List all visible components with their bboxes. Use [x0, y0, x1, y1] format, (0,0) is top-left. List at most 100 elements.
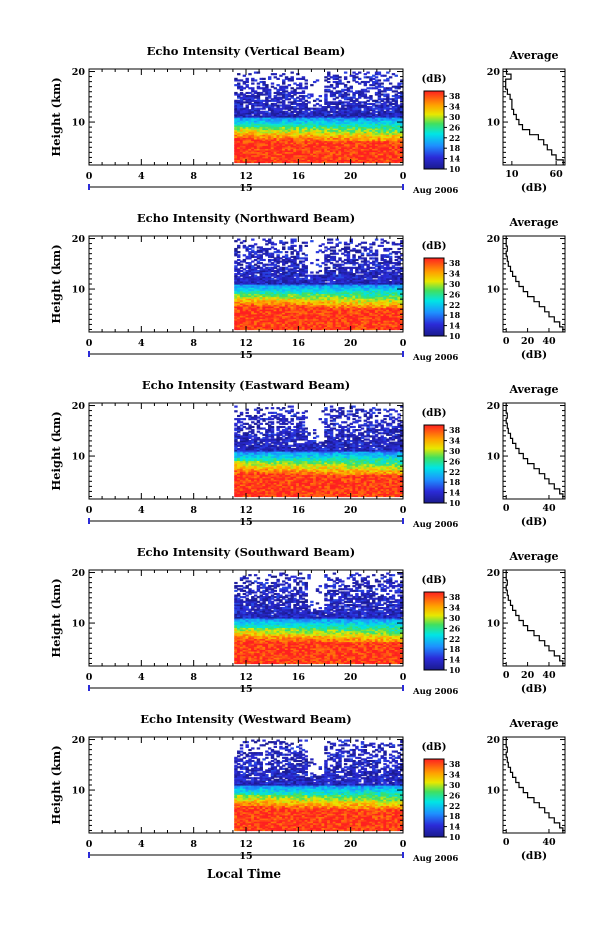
heatmap-cell — [253, 113, 258, 117]
heatmap-cell — [293, 137, 297, 140]
heatmap-cell — [282, 305, 286, 309]
heatmap-cell — [338, 101, 342, 104]
heatmap-cell — [327, 315, 331, 318]
heatmap-cell — [259, 124, 263, 128]
heatmap-cell — [394, 135, 398, 138]
heatmap-cell — [262, 127, 266, 131]
heatmap-cell — [372, 326, 376, 329]
heatmap-cell — [366, 151, 370, 154]
heatmap-cell — [355, 138, 359, 142]
heatmap-cell — [327, 140, 331, 143]
heatmap-cell — [386, 307, 390, 310]
heatmap-cell — [270, 305, 275, 309]
heatmap-cell — [355, 327, 359, 331]
heatmap-cell — [262, 310, 266, 313]
heatmap-cell — [338, 320, 342, 323]
heatmap-cell — [253, 149, 258, 153]
heatmap-cell — [327, 313, 331, 316]
heatmap-cell — [290, 157, 294, 160]
heatmap-cell — [270, 323, 275, 326]
heatmap-cell — [343, 307, 348, 310]
heatmap-cell — [310, 309, 314, 312]
heatmap-cell — [284, 76, 289, 79]
heatmap-cell — [259, 117, 263, 120]
heatmap-cell — [400, 124, 404, 128]
heatmap-cell — [287, 312, 292, 315]
heatmap-cell — [355, 91, 359, 95]
heatmap-cell — [329, 118, 334, 121]
heatmap-cell — [321, 302, 325, 305]
heatmap-cell — [349, 148, 353, 151]
heatmap-cell — [400, 307, 404, 310]
heatmap-cell — [349, 320, 353, 323]
heatmap-cell — [332, 148, 337, 151]
heatmap-cell — [282, 324, 286, 327]
heatmap-cell — [245, 160, 249, 164]
heatmap-cell — [357, 154, 362, 157]
heatmap-cell — [253, 318, 258, 321]
heatmap-cell — [242, 142, 247, 145]
heatmap-cell — [318, 148, 323, 151]
heatmap-cell — [298, 321, 303, 324]
heatmap-cell — [245, 316, 249, 320]
heatmap-cell — [248, 115, 252, 118]
heatmap-cell — [270, 131, 275, 134]
colorbar-tick-label: 10 — [449, 164, 461, 174]
heatmap-cell — [388, 117, 393, 120]
heatmap-cell — [282, 318, 286, 321]
heatmap-cell — [332, 117, 337, 120]
heatmap-cell — [321, 107, 325, 110]
heatmap-cell — [307, 112, 311, 115]
heatmap-cell — [237, 301, 241, 304]
heatmap-cell — [273, 301, 278, 304]
heatmap-cell — [265, 304, 269, 307]
heatmap-cell — [380, 123, 384, 126]
heatmap-cell — [253, 157, 258, 160]
heatmap-cell — [242, 115, 247, 118]
heatmap-cell — [346, 106, 351, 109]
heatmap-cell — [335, 129, 339, 132]
heatmap-cell — [400, 79, 404, 82]
heatmap-cell — [239, 126, 244, 129]
heatmap-cell — [357, 123, 362, 126]
heatmap-cell — [242, 148, 247, 151]
heatmap-cell — [262, 321, 266, 324]
heatmap-cell — [282, 126, 286, 129]
heatmap-cell — [366, 90, 370, 93]
heatmap-cell — [324, 76, 328, 79]
heatmap-cell — [374, 323, 379, 326]
heatmap-cell — [315, 151, 320, 154]
colorbar-tick-label: 26 — [449, 122, 461, 132]
heatmap-cell — [293, 131, 297, 134]
heatmap-cell — [262, 88, 266, 91]
heatmap-cell — [349, 96, 353, 99]
heatmap-cell — [349, 324, 353, 327]
heatmap-cell — [259, 156, 263, 159]
heatmap-cell — [327, 321, 331, 324]
heatmap-cell — [298, 146, 303, 149]
heatmap-cell — [377, 71, 382, 74]
heatmap-cell — [360, 140, 365, 143]
heatmap-cell — [248, 96, 252, 99]
heatmap-cell — [380, 82, 384, 85]
heatmap-cell — [293, 160, 297, 164]
heatmap-cell — [321, 318, 325, 321]
heatmap-cell — [298, 126, 303, 129]
heatmap-cell — [301, 154, 306, 157]
heatmap-cell — [304, 159, 308, 162]
heatmap-cell — [374, 160, 379, 164]
heatmap-cell — [315, 153, 320, 156]
heatmap-cell — [296, 145, 300, 148]
heatmap-cell — [245, 134, 249, 137]
heatmap-cell — [279, 143, 283, 146]
heatmap-cell — [400, 313, 404, 316]
heatmap-cell — [279, 110, 283, 113]
heatmap-cell — [394, 93, 398, 96]
heatmap-cell — [380, 131, 384, 134]
heatmap-cell — [259, 160, 263, 164]
heatmap-cell — [377, 82, 382, 85]
heatmap-cell — [284, 127, 289, 131]
heatmap-cell — [256, 309, 261, 312]
heatmap-cell — [310, 307, 314, 310]
heatmap-cell — [310, 123, 314, 126]
